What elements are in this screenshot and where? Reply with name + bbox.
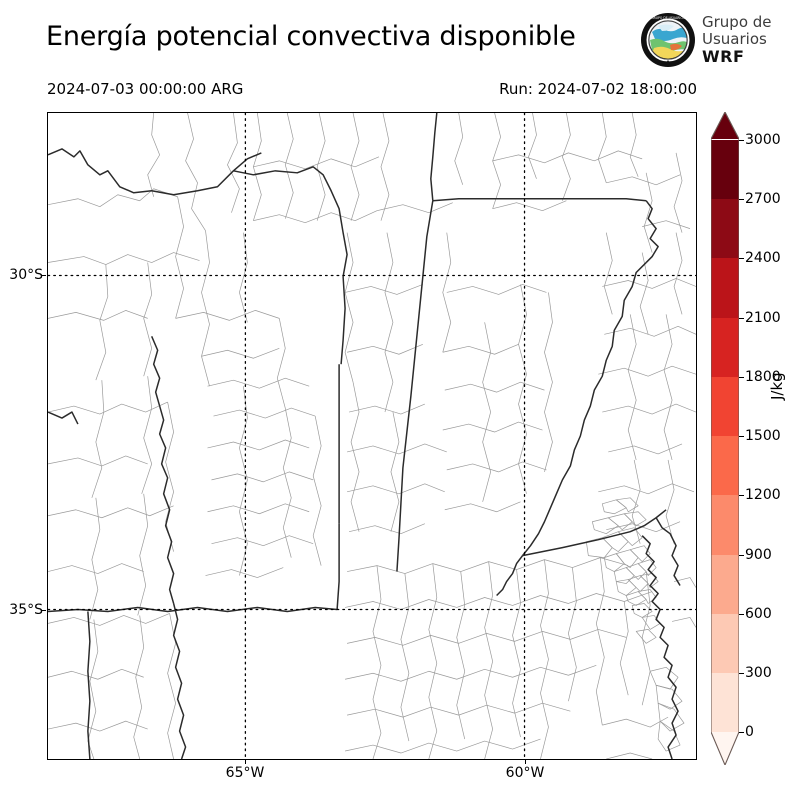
colorbar-extend-top — [711, 112, 739, 139]
colorbar[interactable] — [711, 112, 739, 765]
cb-tick-label-1200: 1200 — [745, 487, 781, 503]
graticule-layer — [48, 113, 696, 759]
colorbar-gradient — [711, 112, 739, 765]
cb-tick-label-600: 600 — [745, 606, 772, 622]
colorbar-band-900-1200 — [711, 495, 739, 555]
admin-boundaries-layer — [48, 113, 696, 759]
page-title: Energía potencial convectiva disponible — [46, 21, 576, 52]
xtick-label-60W: 60°W — [505, 765, 545, 781]
cb-tick-mark-2400 — [739, 258, 744, 259]
cb-tick-mark-3000 — [739, 140, 744, 141]
cb-tick-label-0: 0 — [745, 724, 754, 740]
cb-tick-mark-2100 — [739, 318, 744, 319]
colorbar-band-2100-2400 — [711, 258, 739, 318]
logo: GRUPO DE USUARIOS Grupo de Usuarios WRF — [640, 12, 796, 72]
xtick-label-65W: 65°W — [225, 765, 265, 781]
cb-tick-mark-1800 — [739, 377, 744, 378]
cb-tick-mark-900 — [739, 555, 744, 556]
colorbar-band-0-300 — [711, 673, 739, 732]
cb-tick-mark-600 — [739, 614, 744, 615]
colorbar-band-600-900 — [711, 555, 739, 614]
xtick-mark-65W — [245, 760, 246, 764]
cb-tick-mark-1200 — [739, 495, 744, 496]
cb-tick-mark-2700 — [739, 199, 744, 200]
logo-line-3: WRF — [702, 47, 745, 66]
ytick-mark-35S — [42, 610, 46, 611]
cb-tick-label-2400: 2400 — [745, 250, 781, 266]
colorbar-band-2400-2700 — [711, 199, 739, 258]
cb-tick-label-1800: 1800 — [745, 369, 781, 385]
cb-tick-mark-0 — [739, 732, 744, 733]
cb-tick-mark-1500 — [739, 436, 744, 437]
logo-line-1: Grupo de — [702, 13, 772, 31]
valid-time-label: 2024-07-03 00:00:00 ARG — [47, 80, 244, 98]
logo-line-2: Usuarios — [702, 30, 767, 48]
colorbar-band-1800-2100 — [711, 318, 739, 377]
xtick-mark-60W — [525, 760, 526, 764]
colorbar-band-2700-3000 — [711, 140, 739, 199]
logo-text: Grupo de Usuarios WRF — [702, 13, 772, 66]
ytick-mark-30S — [42, 275, 46, 276]
colorbar-band-1500-1800 — [711, 377, 739, 436]
ytick-label-30S: 30°S — [9, 267, 43, 283]
colorbar-extend-bottom — [711, 732, 739, 765]
run-time-label: Run: 2024-07-02 18:00:00 — [499, 80, 697, 98]
colorbar-band-300-600 — [711, 614, 739, 673]
colorbar-band-1200-1500 — [711, 436, 739, 495]
cb-tick-label-300: 300 — [745, 665, 772, 681]
cb-tick-label-2700: 2700 — [745, 191, 781, 207]
cb-tick-label-2100: 2100 — [745, 310, 781, 326]
map-canvas[interactable] — [48, 113, 696, 759]
cb-tick-label-1500: 1500 — [745, 428, 781, 444]
cb-tick-mark-300 — [739, 673, 744, 674]
svg-text:GRUPO DE USUARIOS: GRUPO DE USUARIOS — [651, 16, 685, 20]
colorbar-unit-label: J/kg — [768, 372, 786, 400]
province-boundaries-layer — [48, 113, 681, 759]
cb-tick-label-900: 900 — [745, 547, 772, 563]
wrf-globe-seal-icon: GRUPO DE USUARIOS — [641, 13, 695, 67]
cb-tick-label-3000: 3000 — [745, 132, 781, 148]
ytick-label-35S: 35°S — [9, 602, 43, 618]
map-panel[interactable] — [47, 112, 697, 760]
